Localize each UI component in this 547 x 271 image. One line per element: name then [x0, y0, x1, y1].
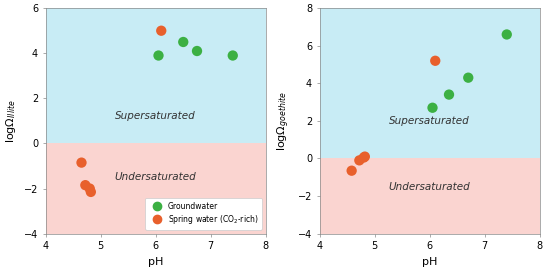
Text: Supersaturated: Supersaturated	[115, 111, 196, 121]
Point	[85, 186, 94, 191]
Point	[347, 169, 356, 173]
Point	[157, 28, 166, 33]
Point	[464, 76, 473, 80]
Point	[360, 154, 369, 159]
Point	[445, 92, 453, 97]
Bar	[46, 143, 266, 234]
Y-axis label: logΩ$_{Illite}$: logΩ$_{Illite}$	[4, 99, 18, 143]
Point	[359, 155, 368, 160]
Point	[77, 160, 86, 165]
X-axis label: pH: pH	[148, 257, 164, 267]
Point	[154, 53, 163, 58]
X-axis label: pH: pH	[422, 257, 438, 267]
Bar	[320, 159, 540, 234]
Point	[428, 106, 437, 110]
Y-axis label: logΩ$_{goethite}$: logΩ$_{goethite}$	[276, 91, 292, 151]
Text: Undersaturated: Undersaturated	[389, 182, 470, 192]
Legend: Groundwater, Spring water (CO$_2$-rich): Groundwater, Spring water (CO$_2$-rich)	[146, 198, 262, 230]
Point	[179, 40, 188, 44]
Point	[431, 59, 440, 63]
Point	[502, 32, 511, 37]
Point	[86, 190, 95, 194]
Point	[81, 183, 90, 187]
Point	[193, 49, 201, 53]
Text: Supersaturated: Supersaturated	[389, 116, 470, 126]
Point	[229, 53, 237, 58]
Text: Undersaturated: Undersaturated	[115, 172, 196, 182]
Point	[355, 158, 364, 163]
